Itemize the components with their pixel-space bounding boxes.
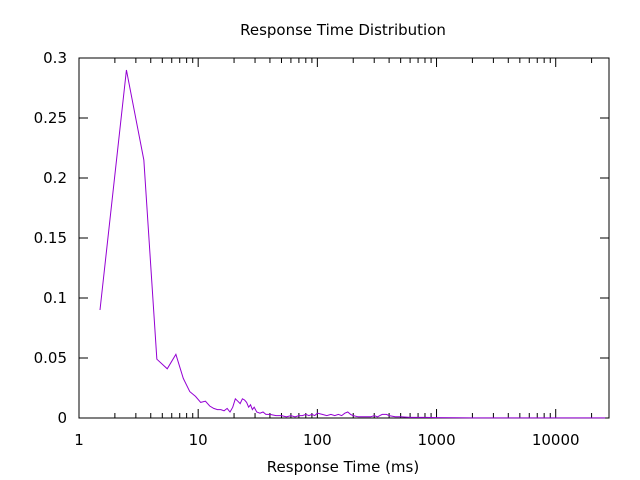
x-tick-label: 10 bbox=[189, 431, 208, 449]
x-axis-label: Response Time (ms) bbox=[267, 458, 419, 476]
y-tick-label: 0.3 bbox=[43, 49, 67, 67]
x-tick-label: 1000 bbox=[417, 431, 455, 449]
plot-frame bbox=[78, 57, 610, 419]
series-line bbox=[99, 69, 606, 419]
y-tick-label: 0.2 bbox=[43, 169, 67, 187]
x-tick-label: 1 bbox=[74, 431, 84, 449]
chart-title: Response Time Distribution bbox=[240, 21, 446, 39]
plot-area: 0 0.05 0.1 0.15 0.2 0.25 0.3 1 10 100 1000 10000 bbox=[34, 49, 610, 449]
y-tick-label: 0.25 bbox=[34, 109, 67, 127]
y-tick-label: 0 bbox=[57, 409, 67, 427]
y-tick-label: 0.1 bbox=[43, 289, 67, 307]
y-tick-label: 0.05 bbox=[34, 349, 67, 367]
x-tick-label: 10000 bbox=[532, 431, 580, 449]
y-tick-label: 0.15 bbox=[34, 229, 67, 247]
x-tick-label: 100 bbox=[303, 431, 332, 449]
